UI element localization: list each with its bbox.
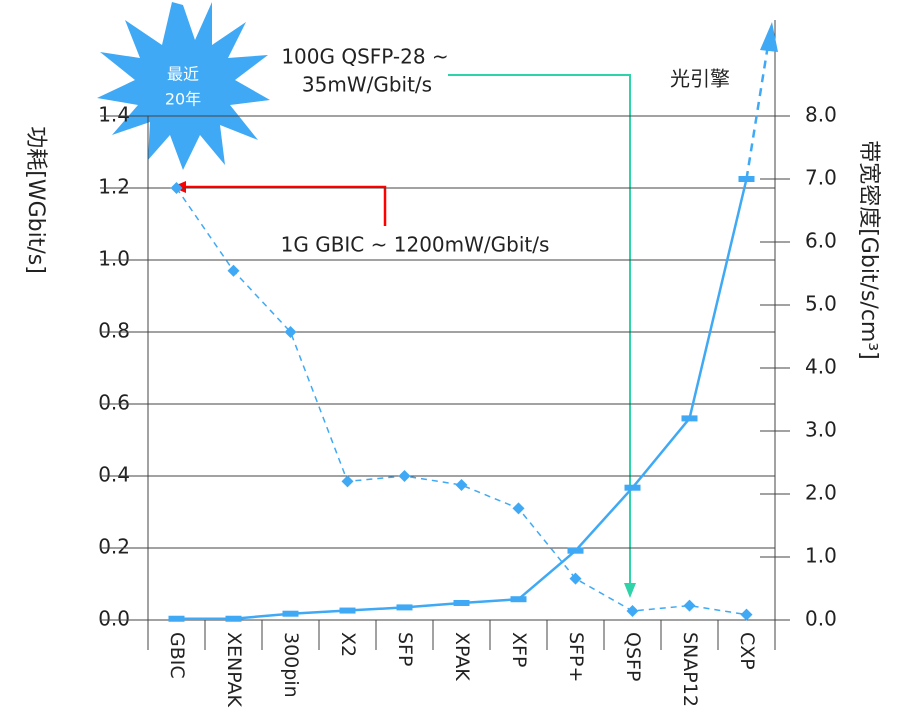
y2-tick-label: 6.0 [805,229,837,253]
point [626,605,639,617]
point [569,572,582,585]
star-burst [97,2,270,170]
point [341,475,354,488]
y-tick-label: 0.6 [98,391,130,415]
x-tick-label: GBIC [166,632,188,679]
y-axis-label: 功耗[WGbit/s] [23,126,48,274]
point [624,484,641,491]
y2-tick-label: 2.0 [805,481,837,505]
point [512,502,525,515]
annotation-arrow [448,74,631,585]
x-tick-label: X2 [337,632,359,657]
y-tick-label: 1.0 [98,247,130,271]
x-tick-label: SFP+ [565,632,587,682]
y-tick-label: 1.2 [98,175,130,199]
arrow-head [624,583,636,598]
arrow-head [760,22,778,52]
annotation: 光引擎 [670,67,730,91]
y2-tick-label: 1.0 [805,544,837,568]
y2-tick-label: 7.0 [805,166,837,190]
x-tick-label: XPAK [451,632,473,681]
point [455,479,468,491]
y2-axis-label: 带宽密度[Gbit/s/cm³] [856,140,881,360]
y2-tick-label: 8.0 [805,103,837,127]
y-tick-label: 1.4 [98,103,130,127]
annotation-arrow [185,185,387,226]
y-tick-label: 0.0 [98,607,130,631]
star-text: 20年 [165,90,201,109]
point [740,608,753,621]
point [453,599,470,606]
x-tick-label: 300pin [280,632,302,698]
annotation: 1G GBIC ~ 1200mW/Gbit/s [281,233,550,257]
star-text: 最近 [167,65,199,84]
y2-tick-label: 5.0 [805,292,837,316]
x-tick-label: QSFP [622,632,644,681]
annotation: 100G QSFP-28 ~ [281,45,448,69]
point [170,182,183,194]
point [681,415,698,422]
x-tick-label: XFP [508,632,530,667]
y2-tick-label: 4.0 [805,355,837,379]
y-tick-label: 0.4 [98,463,130,487]
point [282,610,299,617]
y2-tick-label: 0.0 [805,607,837,631]
y-tick-label: 0.2 [98,535,130,559]
point [398,470,411,482]
point [396,604,413,611]
point [168,615,185,622]
x-tick-label: CXP [736,632,758,670]
series-line [175,187,747,616]
trend-extension [745,44,770,180]
x-tick-label: XENPAK [223,632,245,707]
point [683,599,696,612]
point [284,326,297,338]
x-tick-label: SNAP12 [679,632,701,707]
point [227,264,240,277]
x-tick-label: SFP [394,632,416,666]
point [339,607,356,614]
annotation: 35mW/Gbit/s [302,73,432,97]
point [225,615,242,622]
y-tick-label: 0.8 [98,319,130,343]
point [567,547,584,554]
point [510,596,527,603]
y2-tick-label: 3.0 [805,418,837,442]
